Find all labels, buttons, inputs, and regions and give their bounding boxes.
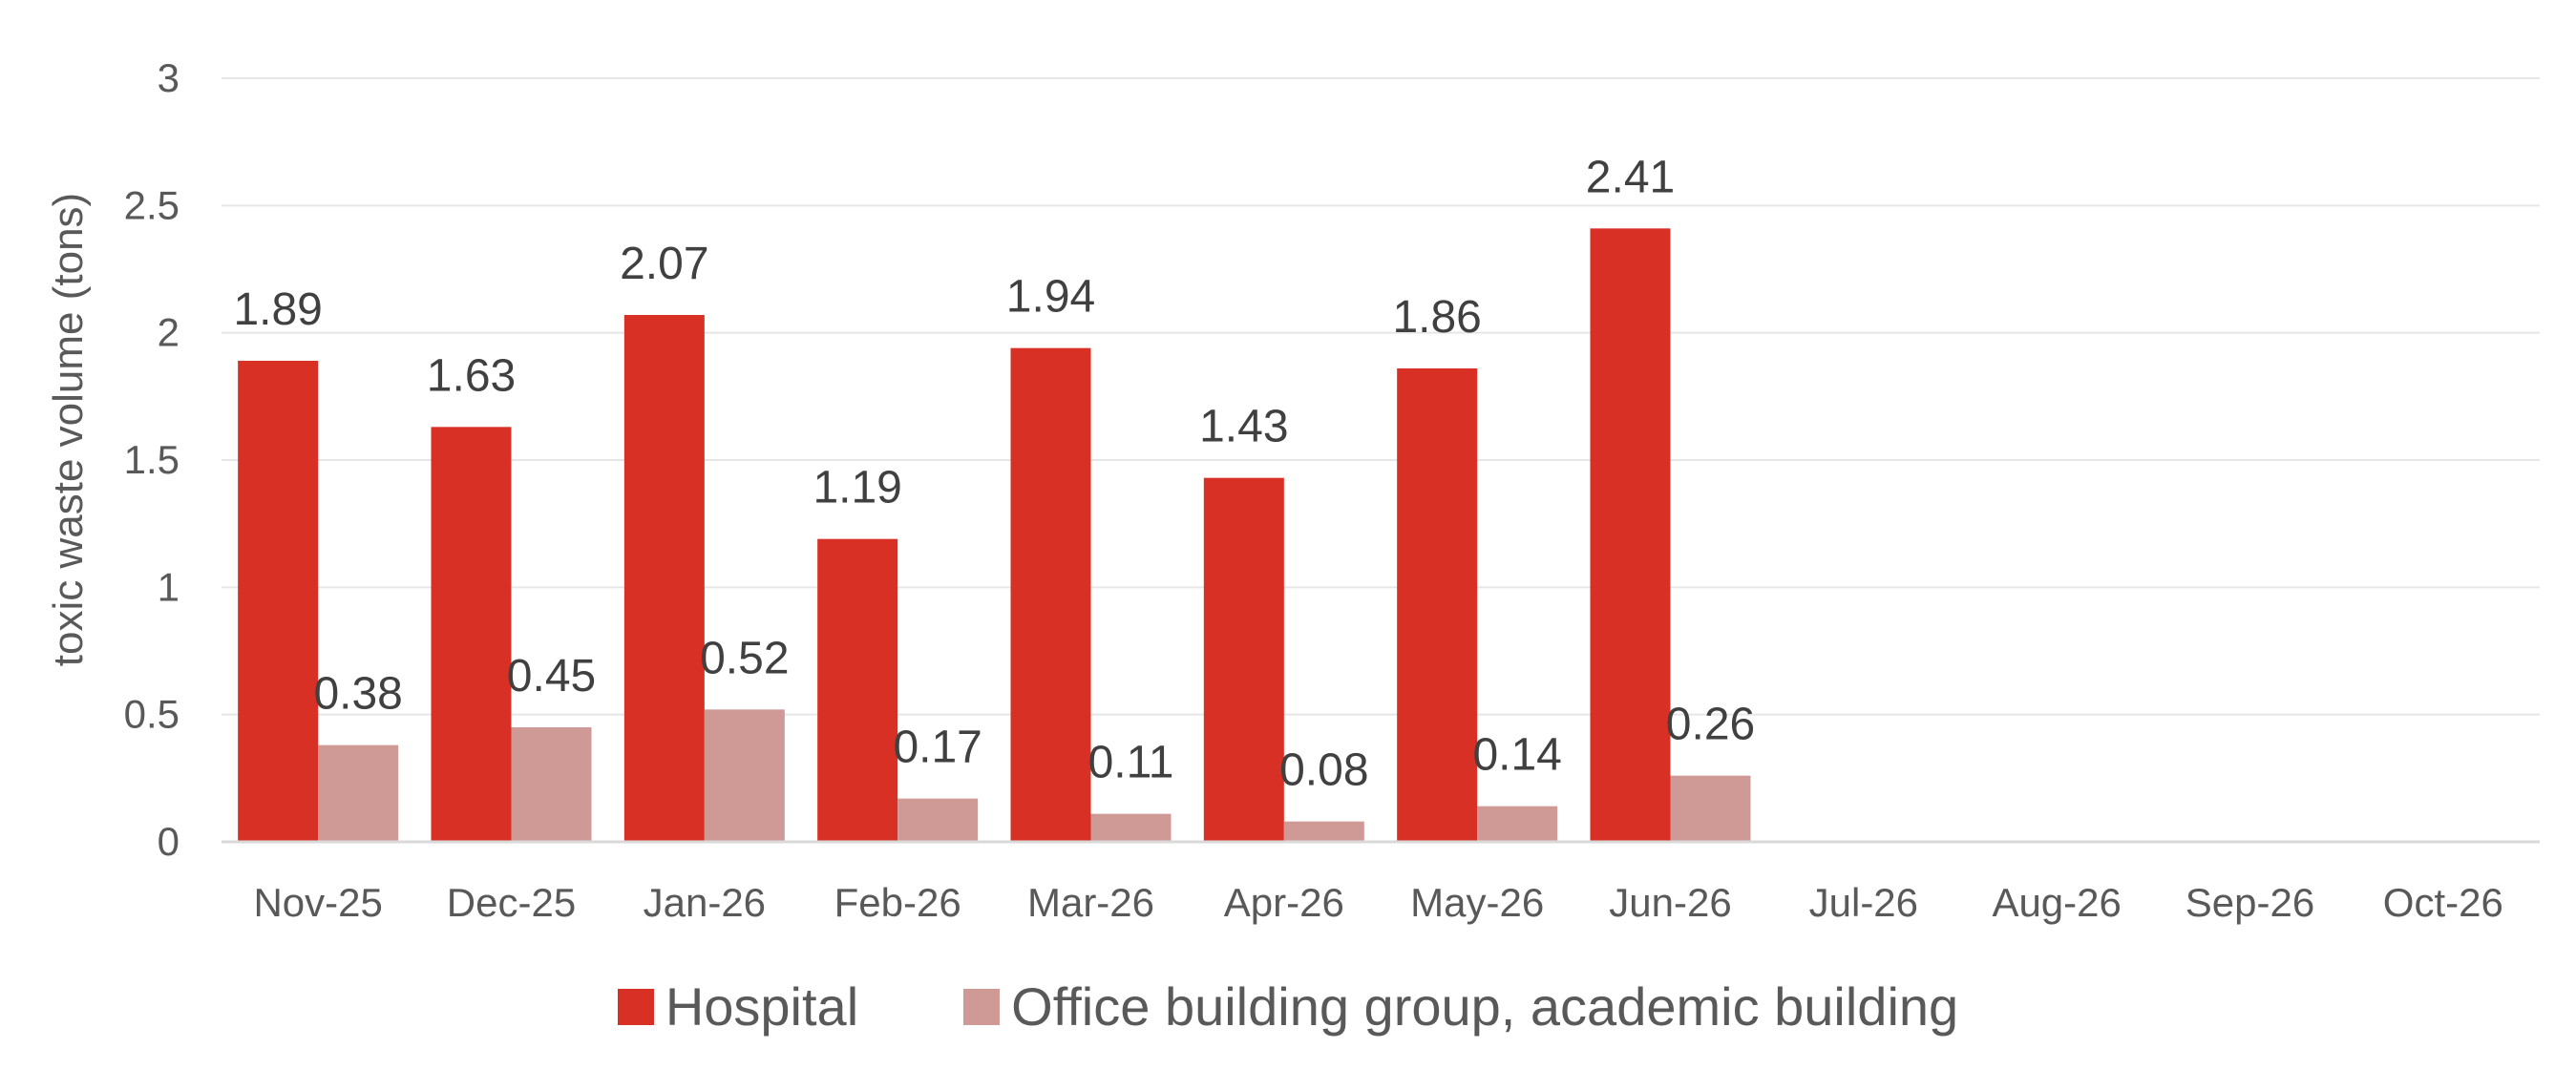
data-label: 1.86 — [1392, 292, 1481, 343]
data-label: 0.45 — [507, 651, 596, 702]
x-tick-label: Mar-26 — [1027, 880, 1154, 925]
bar-office — [1090, 813, 1172, 842]
data-label: 0.38 — [313, 669, 402, 720]
data-label: 0.52 — [700, 633, 789, 683]
bar-office — [897, 798, 979, 842]
bars — [238, 228, 1751, 843]
data-label: 0.17 — [893, 723, 982, 773]
legend-label-office: Office building group, academic building — [1011, 976, 1959, 1037]
legend-item-hospital: Hospital — [617, 975, 859, 1038]
x-tick-label: Jun-26 — [1609, 880, 1731, 925]
bar-hospital — [1590, 228, 1671, 843]
x-tick-label: Feb-26 — [834, 880, 961, 925]
data-label: 1.94 — [1006, 272, 1095, 323]
bar-hospital — [1203, 477, 1284, 842]
x-tick-label: May-26 — [1410, 880, 1544, 925]
bar-hospital — [238, 361, 319, 842]
bar-office — [511, 727, 592, 842]
bar-hospital — [817, 538, 898, 842]
bar-office — [704, 709, 785, 842]
bar-office — [1283, 821, 1364, 842]
bar-hospital — [431, 427, 512, 842]
legend-swatch-office — [963, 988, 1001, 1025]
y-tick-label: 2.5 — [124, 182, 179, 227]
bar-office — [1477, 806, 1558, 842]
x-tick-label: Nov-25 — [253, 880, 382, 925]
data-label: 0.11 — [1088, 738, 1174, 788]
x-tick-label: Sep-26 — [2185, 880, 2314, 925]
data-label: 1.89 — [233, 284, 322, 335]
x-tick-label: Apr-26 — [1224, 880, 1344, 925]
x-tick-label: Jul-26 — [1809, 880, 1918, 925]
y-tick-label: 2 — [158, 310, 179, 355]
x-tick-label: Aug-26 — [1992, 880, 2121, 925]
data-label: 1.43 — [1199, 402, 1288, 452]
data-label: 0.08 — [1279, 745, 1368, 796]
y-tick-label: 1.5 — [124, 437, 179, 482]
y-tick-label: 0 — [158, 819, 179, 864]
bar-office — [318, 744, 399, 842]
legend: Hospital Office building group, academic… — [0, 975, 2576, 1038]
y-axis-label: toxic waste volume (tons) — [45, 193, 92, 666]
data-labels: 1.89 0.38 1.63 0.45 2.07 0.52 1.19 0.17 1.94 0.11… — [233, 152, 1755, 795]
bar-hospital — [1010, 347, 1091, 843]
y-tick-label: 3 — [158, 55, 179, 100]
legend-item-office: Office building group, academic building — [963, 975, 1958, 1038]
x-axis-ticks: Nov-25 Dec-25 Jan-26 Feb-26 Mar-26 Apr-26 May-… — [253, 880, 2502, 925]
data-label: 0.14 — [1472, 730, 1561, 781]
data-label: 1.63 — [427, 350, 516, 401]
y-axis-ticks: 0 0.5 1 1.5 2 2.5 3 — [124, 55, 179, 864]
gridlines — [222, 77, 2540, 716]
bar-office — [1670, 775, 1751, 842]
legend-swatch-hospital — [617, 988, 654, 1025]
legend-label-hospital: Hospital — [665, 976, 859, 1037]
data-label: 2.41 — [1586, 152, 1675, 202]
y-tick-label: 1 — [158, 564, 179, 609]
x-tick-label: Dec-25 — [447, 880, 576, 925]
y-tick-label: 0.5 — [124, 692, 179, 737]
data-label: 1.19 — [813, 463, 901, 514]
x-tick-label: Oct-26 — [2383, 880, 2503, 925]
data-label: 0.26 — [1666, 700, 1755, 750]
data-label: 2.07 — [620, 239, 708, 289]
x-tick-label: Jan-26 — [644, 880, 766, 925]
bar-hospital — [1397, 368, 1478, 842]
bar-hospital — [623, 315, 705, 842]
